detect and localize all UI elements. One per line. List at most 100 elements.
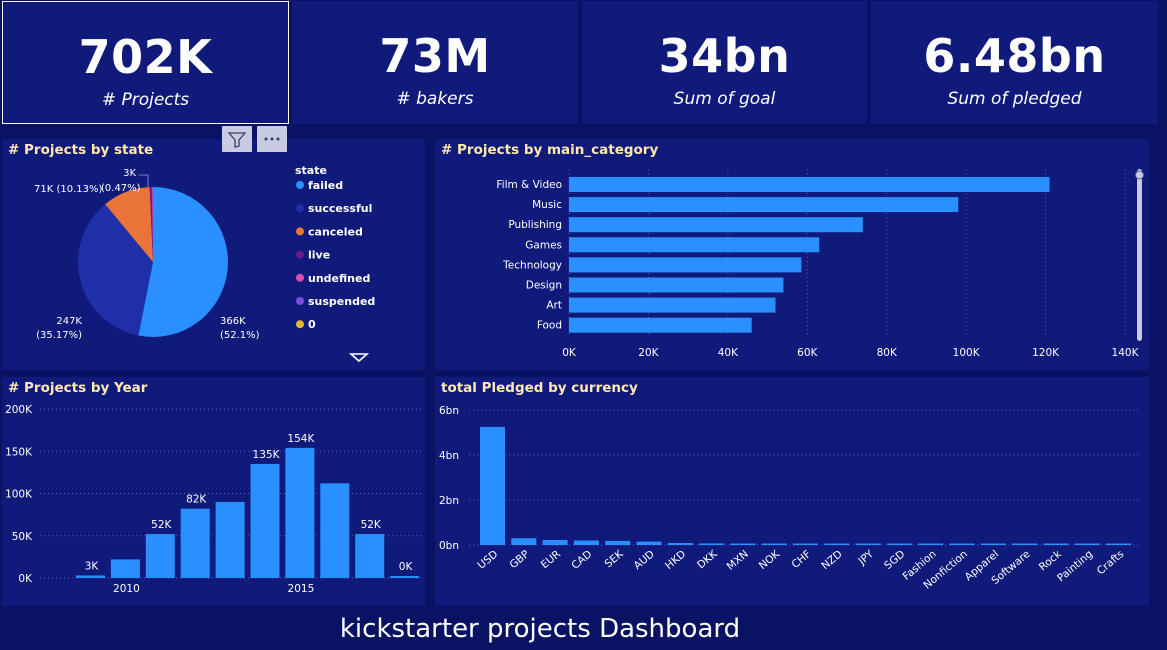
y-tick-label: 0bn	[439, 540, 459, 552]
bar-MXN	[730, 543, 756, 545]
bar-Crafts	[1106, 543, 1131, 545]
data-label: 0K	[399, 561, 414, 573]
bar-Painting	[1074, 543, 1100, 545]
x-tick-label: JPY	[856, 548, 877, 568]
chart-title: total Pledged by currency	[441, 380, 638, 396]
y-tick-label: Technology	[502, 259, 562, 271]
chart-title: # Projects by state	[8, 142, 154, 158]
x-tick-label: NZD	[819, 548, 844, 572]
bar-Apparel	[980, 543, 1006, 545]
x-tick-label: 0K	[562, 347, 577, 359]
legend-marker-suspended	[296, 297, 304, 305]
y-tick-label: 150K	[5, 446, 33, 458]
legend-item-canceled: canceled	[308, 225, 363, 238]
x-tick-label: 60K	[797, 347, 818, 359]
bar-2017	[355, 534, 385, 578]
pie-data-label-failed: 366K	[220, 316, 246, 327]
bar-Publishing	[569, 217, 863, 233]
pie-slice-canceled	[105, 187, 153, 262]
bar-Rock	[1043, 543, 1069, 545]
data-label: 52K	[151, 519, 172, 531]
bar-2016	[320, 483, 350, 578]
vertical-scrollbar	[1137, 169, 1142, 341]
pie-data-label-successful: 247K	[56, 316, 82, 327]
bar-Fashion	[918, 543, 944, 545]
bar-Design	[569, 277, 784, 293]
bar-Food	[569, 317, 752, 333]
legend-item-undefined: undefined	[308, 272, 370, 285]
legend-marker-successful	[296, 204, 304, 213]
x-tick-label: 100K	[953, 347, 981, 359]
x-tick-label: NOK	[757, 547, 783, 572]
bar-2014	[250, 463, 280, 578]
data-label: 3K	[85, 560, 100, 572]
x-tick-label: EUR	[539, 548, 563, 571]
legend-marker-failed	[296, 181, 304, 189]
x-tick-label: Crafts	[1095, 548, 1127, 577]
bar-Games	[569, 237, 820, 253]
kpi-card-goal[interactable]: 34bn Sum of goal	[582, 1, 867, 124]
scrollbar-handle	[1135, 170, 1144, 180]
filter-button[interactable]	[222, 126, 252, 152]
legend-scroll-down-icon	[348, 353, 370, 363]
x-tick-label: SGD	[882, 548, 907, 572]
legend-item-0: 0	[308, 318, 316, 331]
legend-marker-live	[296, 250, 304, 259]
kpi-value: 34bn	[658, 29, 791, 83]
currency-chart-panel[interactable]: total Pledged by currency 0bn 2bn 4bn 6bn US…	[435, 377, 1149, 606]
pie-slice-successful	[77, 204, 153, 336]
pie-slice-live	[149, 187, 153, 262]
year-chart-panel[interactable]: # Projects by Year 0K 50K 100K 150K 200K 3K 20…	[2, 377, 425, 606]
data-label: 154K	[287, 433, 315, 445]
bar-SEK	[605, 540, 631, 545]
kpi-card-bakers[interactable]: 73M # bakers	[292, 1, 578, 124]
chart-title: # Projects by main_category	[441, 142, 659, 158]
filter-icon	[227, 132, 247, 148]
data-label: 82K	[186, 494, 207, 506]
y-tick-label: Music	[532, 199, 562, 211]
pie-chart-panel[interactable]: # Projects by state 366K (52.1%) 247K (35.1…	[2, 139, 425, 370]
bar-SGD	[886, 543, 912, 545]
bar-USD	[480, 426, 505, 545]
x-tick-label: Painting	[1055, 548, 1095, 584]
pie-chart-svg: 366K (52.1%) 247K (35.17%) 71K (10.13%) 3K (0.…	[34, 164, 375, 363]
x-tick-label: CHF	[789, 548, 813, 571]
kpi-card-projects[interactable]: 702K # Projects	[2, 1, 289, 124]
kpi-value: 6.48bn	[923, 29, 1106, 83]
y-tick-label: Food	[537, 320, 562, 332]
bar-JPY	[855, 543, 881, 545]
legend-item-suspended: suspended	[308, 295, 375, 308]
y-tick-label: 100K	[5, 489, 33, 501]
bar-HKD	[667, 542, 693, 545]
pie-pct-label-failed: (52.1%)	[220, 330, 260, 341]
bar-Art	[569, 297, 776, 313]
category-chart-panel[interactable]: # Projects by main_category 0K 20K 40K 60K 8…	[435, 139, 1149, 370]
x-tick-label: GBP	[507, 548, 531, 571]
y-tick-label: 4bn	[439, 450, 459, 462]
bar-EUR	[542, 540, 568, 545]
bar-2015	[285, 447, 315, 578]
kpi-value: 73M	[379, 29, 491, 83]
legend-marker-canceled	[296, 227, 304, 236]
bar-Film & Video	[569, 177, 1050, 192]
bar-2010	[110, 559, 140, 578]
y-tick-label: 50K	[12, 531, 33, 543]
x-tick-label: DKK	[695, 547, 720, 571]
bar-Technology	[569, 257, 802, 273]
pie-slice-undefined	[151, 187, 153, 262]
more-options-button[interactable]	[257, 126, 287, 152]
y-tick-label: Design	[526, 280, 562, 292]
bar-NOK	[761, 543, 787, 545]
kpi-card-pledged[interactable]: 6.48bn Sum of pledged	[871, 1, 1158, 124]
x-tick-label: 140K	[1112, 347, 1140, 359]
pie-pct-label-live: (0.47%)	[101, 183, 141, 194]
x-tick-label: SEK	[602, 547, 626, 570]
legend-item-live: live	[308, 249, 330, 262]
bar-2013	[215, 501, 245, 578]
x-tick-label: USD	[476, 548, 501, 572]
x-tick-label: 120K	[1032, 347, 1060, 359]
kpi-value: 702K	[78, 30, 213, 84]
kpi-label: Sum of pledged	[947, 89, 1082, 109]
bar-GBP	[511, 538, 537, 545]
bar-Music	[569, 197, 959, 213]
